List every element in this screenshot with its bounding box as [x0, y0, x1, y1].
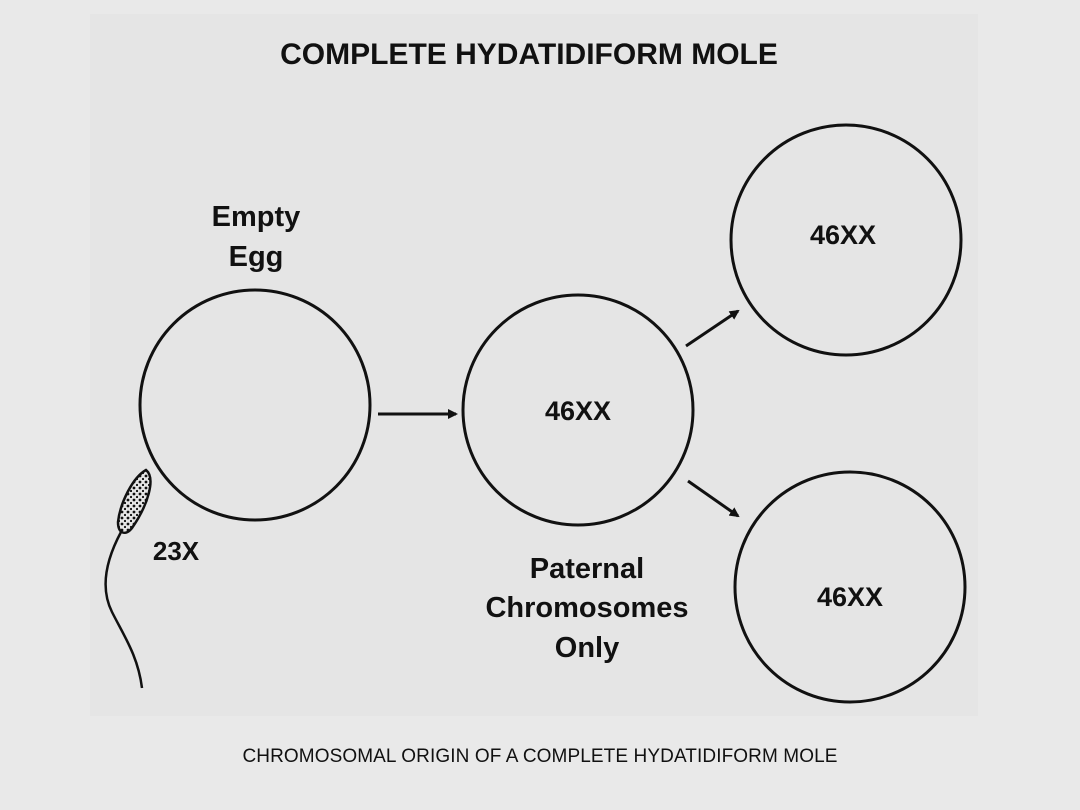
- bottom-cell-circle: [733, 470, 967, 704]
- paternal-label-line1: Paternal: [530, 553, 644, 585]
- slide-caption: CHROMOSOMAL ORIGIN OF A COMPLETE HYDATID…: [242, 746, 838, 767]
- empty-egg-circle: [138, 288, 372, 522]
- empty-egg-label-line1: Empty: [212, 201, 301, 233]
- paternal-label-line3: Only: [555, 632, 619, 664]
- top-cell-circle: [729, 123, 963, 357]
- diagram-title: COMPLETE HYDATIDIFORM MOLE: [280, 38, 778, 71]
- figure-panel: [90, 14, 978, 716]
- division-arrow-top: [685, 309, 740, 348]
- center-cell-label: 46XX: [545, 396, 611, 426]
- paternal-label-line2: Chromosomes: [485, 592, 688, 624]
- empty-egg-label-line2: Egg: [229, 241, 284, 273]
- center-cell-circle: [461, 293, 695, 527]
- bottom-cell-label: 46XX: [817, 582, 883, 612]
- sperm-head-icon: [116, 468, 152, 535]
- top-cell-label: 46XX: [810, 220, 876, 250]
- division-arrow-bottom: [687, 479, 740, 518]
- sperm-label: 23X: [153, 536, 200, 566]
- sperm-tail-icon: [104, 531, 144, 689]
